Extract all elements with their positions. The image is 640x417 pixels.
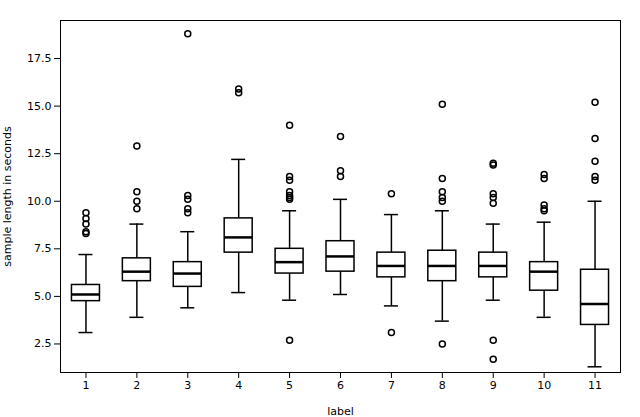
- svg-text:11: 11: [588, 379, 602, 392]
- svg-text:8: 8: [439, 379, 446, 392]
- svg-text:2: 2: [133, 379, 140, 392]
- svg-text:12.5: 12.5: [27, 147, 52, 160]
- svg-text:4: 4: [235, 379, 242, 392]
- svg-text:7.5: 7.5: [34, 242, 52, 255]
- svg-text:label: label: [327, 405, 354, 417]
- svg-text:5: 5: [286, 379, 293, 392]
- svg-text:3: 3: [184, 379, 191, 392]
- svg-text:5.0: 5.0: [34, 290, 52, 303]
- svg-text:17.5: 17.5: [27, 52, 52, 65]
- svg-text:1: 1: [82, 379, 89, 392]
- svg-text:10.0: 10.0: [27, 195, 52, 208]
- svg-text:6: 6: [337, 379, 344, 392]
- svg-text:2.5: 2.5: [34, 337, 52, 350]
- svg-text:7: 7: [388, 379, 395, 392]
- svg-text:10: 10: [537, 379, 551, 392]
- svg-text:9: 9: [490, 379, 497, 392]
- svg-text:15.0: 15.0: [27, 100, 52, 113]
- svg-text:sample length in seconds: sample length in seconds: [1, 126, 14, 267]
